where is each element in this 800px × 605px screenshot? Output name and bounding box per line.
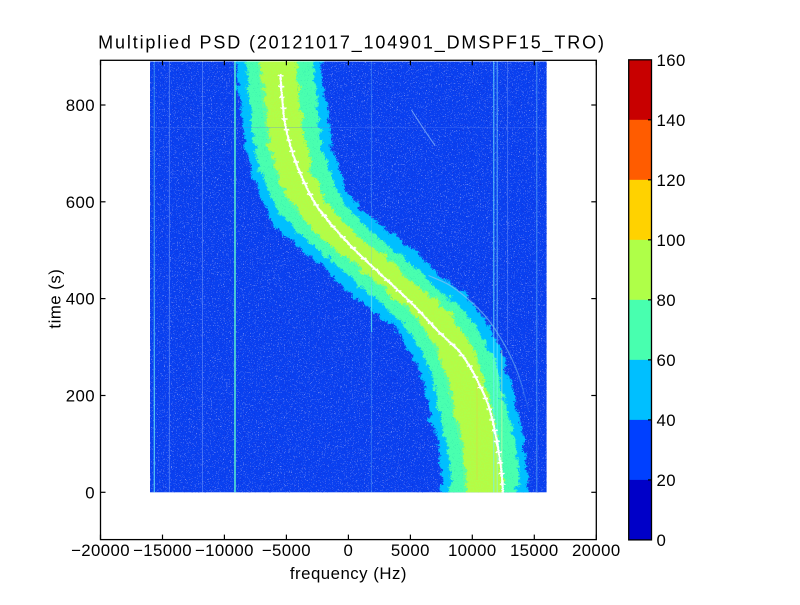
svg-text:600: 600 [66, 193, 95, 212]
svg-text:800: 800 [66, 96, 95, 115]
svg-text:5000: 5000 [391, 541, 430, 560]
svg-text:140: 140 [657, 111, 686, 130]
svg-text:15000: 15000 [510, 541, 559, 560]
svg-text:0: 0 [657, 531, 667, 550]
svg-text:−5000: −5000 [262, 541, 311, 560]
svg-text:20000: 20000 [572, 541, 621, 560]
svg-text:400: 400 [66, 290, 95, 309]
svg-text:160: 160 [657, 51, 686, 70]
svg-text:200: 200 [66, 387, 95, 406]
svg-text:40: 40 [657, 411, 676, 430]
svg-text:120: 120 [657, 171, 686, 190]
svg-text:−20000: −20000 [71, 541, 130, 560]
svg-text:20: 20 [657, 471, 676, 490]
svg-text:0: 0 [344, 541, 354, 560]
svg-text:0: 0 [85, 483, 95, 502]
svg-text:Multiplied PSD (20121017_10490: Multiplied PSD (20121017_104901_DMSPF15_… [98, 32, 606, 53]
svg-text:frequency (Hz): frequency (Hz) [290, 564, 407, 583]
svg-text:60: 60 [657, 351, 676, 370]
svg-text:time (s): time (s) [46, 269, 65, 329]
svg-text:80: 80 [657, 291, 676, 310]
svg-text:−15000: −15000 [133, 541, 192, 560]
svg-text:−10000: −10000 [195, 541, 254, 560]
svg-text:100: 100 [657, 231, 686, 250]
svg-text:10000: 10000 [448, 541, 497, 560]
